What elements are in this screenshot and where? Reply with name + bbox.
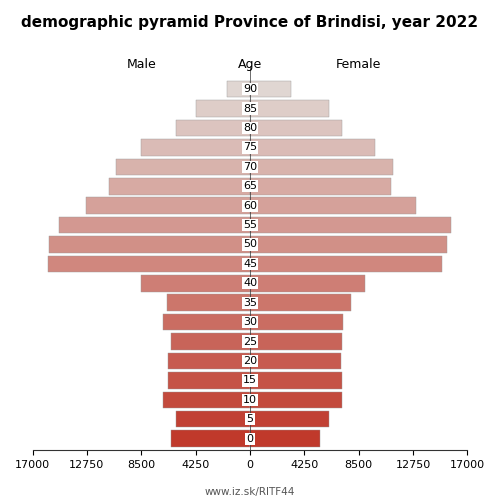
Text: 20: 20 bbox=[243, 356, 257, 366]
Text: www.iz.sk/RITF44: www.iz.sk/RITF44 bbox=[205, 487, 295, 497]
Text: 40: 40 bbox=[243, 278, 257, 288]
Bar bbox=[142, 275, 250, 291]
Text: 5: 5 bbox=[246, 414, 254, 424]
Bar bbox=[250, 334, 342, 350]
Text: 55: 55 bbox=[243, 220, 257, 230]
Text: Male: Male bbox=[126, 58, 156, 70]
Text: 50: 50 bbox=[243, 240, 257, 250]
Text: 45: 45 bbox=[243, 259, 257, 269]
Text: 70: 70 bbox=[243, 162, 257, 172]
Bar bbox=[86, 198, 250, 214]
Bar bbox=[250, 198, 416, 214]
Bar bbox=[250, 314, 344, 330]
Text: 75: 75 bbox=[243, 142, 257, 152]
Bar bbox=[196, 100, 250, 117]
Bar bbox=[110, 178, 250, 194]
Bar bbox=[250, 352, 341, 369]
Bar bbox=[250, 430, 320, 447]
Bar bbox=[49, 236, 250, 252]
Text: 65: 65 bbox=[243, 182, 257, 192]
Bar bbox=[170, 430, 250, 447]
Bar bbox=[168, 352, 250, 369]
Bar bbox=[250, 178, 390, 194]
Bar bbox=[250, 256, 442, 272]
Text: 0: 0 bbox=[246, 434, 254, 444]
Bar bbox=[250, 372, 342, 388]
Bar bbox=[167, 294, 250, 311]
Bar bbox=[163, 392, 250, 408]
Text: Age: Age bbox=[238, 58, 262, 70]
Bar bbox=[142, 139, 250, 156]
Bar bbox=[60, 217, 250, 234]
Bar bbox=[163, 314, 250, 330]
Bar bbox=[250, 217, 451, 234]
Bar bbox=[250, 139, 376, 156]
Bar bbox=[176, 411, 250, 428]
Bar bbox=[250, 392, 342, 408]
Bar bbox=[250, 81, 291, 98]
Bar bbox=[250, 120, 342, 136]
Text: 90: 90 bbox=[243, 84, 257, 94]
Bar bbox=[48, 256, 250, 272]
Text: 80: 80 bbox=[243, 123, 257, 133]
Text: 35: 35 bbox=[243, 298, 257, 308]
Bar bbox=[250, 294, 351, 311]
Text: 15: 15 bbox=[243, 376, 257, 386]
Text: 30: 30 bbox=[243, 317, 257, 327]
Bar bbox=[250, 100, 330, 117]
Bar bbox=[170, 334, 250, 350]
Text: 25: 25 bbox=[243, 336, 257, 346]
Bar bbox=[176, 120, 250, 136]
Bar bbox=[168, 372, 250, 388]
Title: demographic pyramid Province of Brindisi, year 2022: demographic pyramid Province of Brindisi… bbox=[22, 15, 478, 30]
Text: 10: 10 bbox=[243, 395, 257, 405]
Bar bbox=[250, 411, 330, 428]
Bar bbox=[250, 275, 365, 291]
Bar bbox=[250, 236, 447, 252]
Bar bbox=[227, 81, 250, 98]
Text: Female: Female bbox=[336, 58, 382, 70]
Bar bbox=[116, 158, 250, 175]
Bar bbox=[250, 158, 394, 175]
Text: 85: 85 bbox=[243, 104, 257, 114]
Text: 60: 60 bbox=[243, 200, 257, 210]
